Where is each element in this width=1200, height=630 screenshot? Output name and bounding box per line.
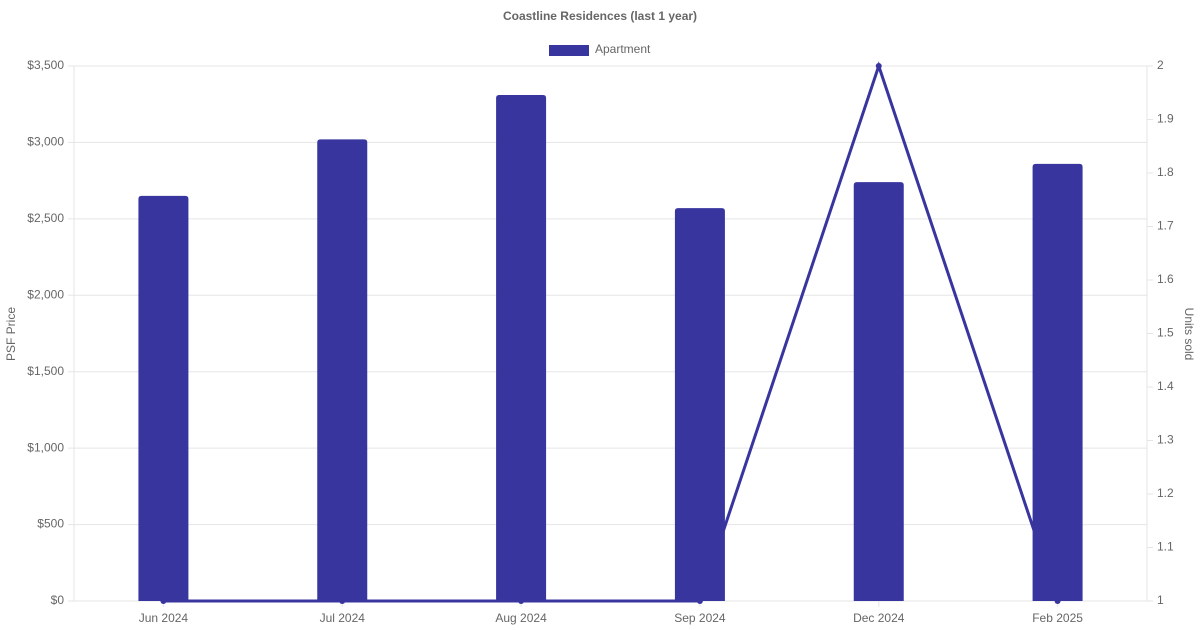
y-tick-label: $3,500 (27, 58, 64, 72)
y-axis-title: PSF Price (4, 307, 18, 361)
y2-tick-label: 1.5 (1157, 326, 1174, 340)
legend-swatch (549, 45, 589, 56)
bar (674, 208, 725, 601)
line-point (160, 598, 167, 604)
y-tick-label: $0 (51, 593, 65, 607)
x-tick-label: Sep 2024 (674, 611, 726, 625)
y2-tick-label: 1.8 (1157, 165, 1174, 179)
y-tick-label: $3,000 (27, 135, 64, 149)
line-point (696, 598, 703, 604)
y2-tick-label: 1.6 (1157, 272, 1174, 286)
y2-tick-label: 2 (1157, 58, 1164, 72)
y-tick-label: $2,500 (27, 211, 64, 225)
y2-tick-label: 1.9 (1157, 112, 1174, 126)
y-tick-label: $500 (37, 517, 64, 531)
x-tick-label: Dec 2024 (853, 611, 905, 625)
y2-axis-title: Units sold (1182, 308, 1196, 361)
x-tick-label: Feb 2025 (1032, 611, 1083, 625)
y-tick-label: $1,500 (27, 364, 64, 378)
y2-tick-label: 1.7 (1157, 219, 1174, 233)
chart-title: Coastline Residences (last 1 year) (503, 9, 697, 23)
line-point (1054, 598, 1061, 604)
x-tick-label: Jul 2024 (320, 611, 366, 625)
bar (1032, 163, 1083, 602)
line-point (875, 63, 882, 69)
x-tick-label: Jun 2024 (139, 611, 189, 625)
y-tick-label: $2,000 (27, 287, 64, 301)
line-point (339, 598, 346, 604)
y2-tick-label: 1.1 (1157, 540, 1174, 554)
line (163, 61, 1060, 603)
bar (317, 139, 368, 601)
bar (138, 195, 189, 601)
line-point (518, 598, 525, 604)
legend-label: Apartment (595, 42, 651, 56)
x-tick-label: Aug 2024 (495, 611, 547, 625)
bar (853, 182, 904, 601)
y2-tick-label: 1.3 (1157, 433, 1174, 447)
bar (496, 95, 547, 602)
y2-tick-label: 1.2 (1157, 486, 1174, 500)
y-tick-label: $1,000 (27, 440, 64, 454)
y2-tick-label: 1 (1157, 593, 1164, 607)
y2-tick-label: 1.4 (1157, 379, 1174, 393)
